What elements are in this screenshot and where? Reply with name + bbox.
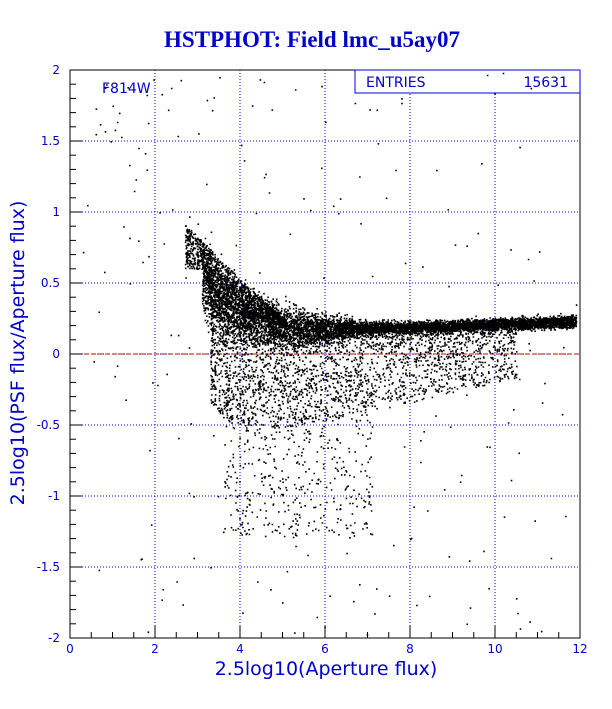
x-axis-label: 2.5log10(Aperture flux): [215, 658, 438, 680]
x-tick-label: 0: [66, 642, 74, 656]
x-tick-label: 4: [236, 642, 244, 656]
y-tick-label: 2: [52, 63, 60, 77]
y-tick-label: 0.5: [41, 276, 60, 290]
x-tick-label: 12: [572, 642, 587, 656]
chart-title: HSTPHOT: Field lmc_u5ay07: [164, 27, 460, 52]
stats-label: ENTRIES: [366, 75, 426, 91]
y-tick-label: -2: [48, 631, 60, 645]
scatter-points: [82, 72, 578, 636]
y-tick-label: 1: [52, 205, 60, 219]
x-tick-label: 2: [151, 642, 159, 656]
y-tick-label: -1: [48, 489, 60, 503]
y-tick-label: -0.5: [37, 418, 60, 432]
stats-value: 15631: [523, 75, 568, 91]
stats-box: ENTRIES 15631: [354, 69, 581, 94]
stats-box-frame: [354, 69, 581, 94]
x-tick-label: 10: [487, 642, 502, 656]
y-tick-label: 1.5: [41, 134, 60, 148]
y-tick-label: -1.5: [37, 560, 60, 574]
x-tick-label: 6: [321, 642, 329, 656]
x-tick-label: 8: [406, 642, 414, 656]
y-axis-label: 2.5log10(PSF flux/Aperture flux): [7, 201, 29, 506]
plot-area: 0 2 4 6 8 10 12 -2 -1.5 -1 -0.5 0 0.5 1 1.5 2 F814W ENTRI…: [37, 63, 588, 656]
filter-label: F814W: [102, 81, 151, 97]
y-tick-label: 0: [52, 347, 60, 361]
